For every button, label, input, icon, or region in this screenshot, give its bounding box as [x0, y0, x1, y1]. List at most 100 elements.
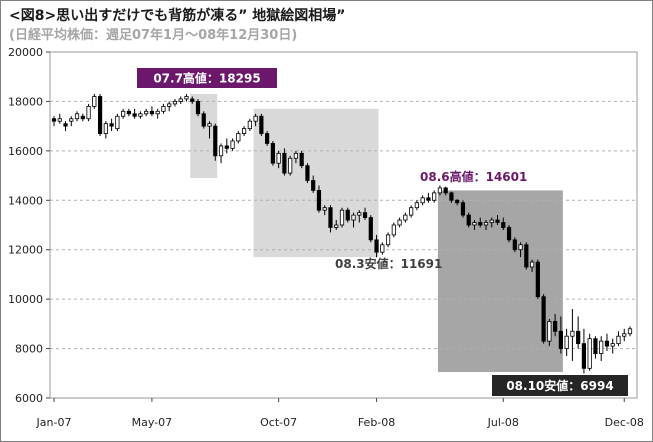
candle	[132, 108, 137, 119]
svg-text:07.7高値：18295: 07.7高値：18295	[153, 71, 260, 86]
candle	[63, 121, 68, 132]
y-axis: 6000 8000 10000 12000 14000 16000 18000 20000	[8, 46, 50, 405]
candle	[270, 140, 275, 166]
candle	[437, 185, 443, 196]
candle	[155, 108, 160, 119]
candle	[420, 195, 425, 206]
candle	[351, 212, 356, 228]
candle	[599, 336, 604, 361]
candle	[495, 215, 500, 225]
x-tick-label: Jan-07	[36, 416, 72, 429]
candle	[311, 175, 316, 193]
candle	[391, 222, 396, 238]
annotation-2008-june-high: 08.6高値：14601	[420, 169, 527, 184]
candle	[86, 103, 91, 122]
candle	[478, 217, 483, 228]
candle	[604, 333, 610, 352]
candle	[236, 131, 241, 144]
candle	[51, 116, 57, 127]
candle	[529, 259, 535, 272]
candle	[334, 220, 339, 230]
candle	[397, 217, 402, 228]
candle	[115, 113, 120, 132]
candle	[201, 111, 206, 129]
candle	[357, 210, 362, 223]
y-tick-label: 6000	[15, 392, 43, 405]
candle	[149, 106, 155, 117]
candle	[57, 113, 62, 124]
annotation-2008-oct-low: 08.10安値：6994	[492, 375, 628, 396]
annotations: 07.7高値：18295 08.6高値：14601 08.3安値：11691 08.1…	[137, 68, 628, 396]
band-2007-autumn	[253, 108, 379, 258]
candle	[403, 212, 408, 223]
candle	[293, 150, 299, 164]
candle	[432, 190, 437, 203]
candle	[126, 108, 131, 117]
candle	[426, 192, 431, 203]
candle	[622, 328, 627, 342]
candle	[501, 217, 506, 230]
candle	[564, 328, 569, 356]
candle	[224, 138, 229, 154]
candle	[103, 121, 108, 139]
candle	[230, 138, 235, 151]
candle	[276, 150, 281, 169]
candle	[265, 131, 270, 146]
candle	[345, 207, 350, 223]
candle	[524, 242, 529, 270]
candle	[610, 338, 615, 354]
candle	[581, 328, 587, 374]
x-tick-label: Feb-08	[358, 416, 395, 429]
candle	[483, 220, 489, 230]
candle	[172, 98, 178, 107]
svg-text:08.3安値：11691: 08.3安値：11691	[335, 256, 442, 271]
candle	[409, 205, 414, 218]
candle	[207, 121, 212, 139]
candle	[460, 200, 466, 218]
candle	[593, 336, 598, 359]
chart-subtitle: (日経平均株価：週足07年1月～08年12月30日)	[9, 28, 298, 43]
candle	[253, 113, 258, 127]
svg-text:08.10安値：6994: 08.10安値：6994	[506, 378, 613, 393]
candle	[466, 212, 471, 228]
candle	[299, 150, 304, 169]
y-tick-label: 16000	[8, 145, 43, 158]
candle	[259, 113, 264, 137]
candle	[449, 191, 454, 203]
candle	[97, 94, 103, 137]
candle	[109, 118, 114, 132]
y-tick-label: 12000	[8, 244, 43, 257]
candle	[316, 185, 322, 213]
candle	[69, 116, 74, 127]
candle	[247, 118, 252, 132]
candle	[587, 333, 592, 371]
svg-text:08.6高値：14601: 08.6高値：14601	[420, 169, 527, 184]
candle	[570, 309, 575, 361]
candle	[512, 237, 517, 253]
candle	[547, 318, 552, 347]
candle	[121, 108, 126, 119]
y-tick-label: 10000	[8, 293, 43, 306]
chart-title: <図8>思い出すだけでも背筋が凍る” 地獄絵図相場”	[9, 8, 346, 24]
candle	[241, 126, 247, 137]
candle	[92, 94, 97, 109]
y-tick-label: 18000	[8, 95, 43, 108]
candle	[362, 207, 368, 221]
candle	[195, 98, 201, 117]
candle	[576, 316, 581, 349]
x-axis: Jan-07 May-07 Oct-07 Feb-08 Jul-08 Dec-08	[36, 398, 644, 429]
candle	[518, 242, 523, 258]
candle	[506, 225, 512, 243]
grid-lines	[50, 100, 637, 350]
x-tick-label: Oct-07	[260, 416, 297, 429]
candle	[218, 143, 224, 164]
candle	[374, 234, 379, 258]
candle	[282, 148, 287, 176]
candle	[178, 96, 183, 104]
highlight-bands	[190, 94, 563, 373]
candle	[385, 232, 391, 248]
band-2007-summer	[190, 94, 218, 179]
y-tick-label: 14000	[8, 194, 43, 207]
candle	[138, 111, 143, 119]
